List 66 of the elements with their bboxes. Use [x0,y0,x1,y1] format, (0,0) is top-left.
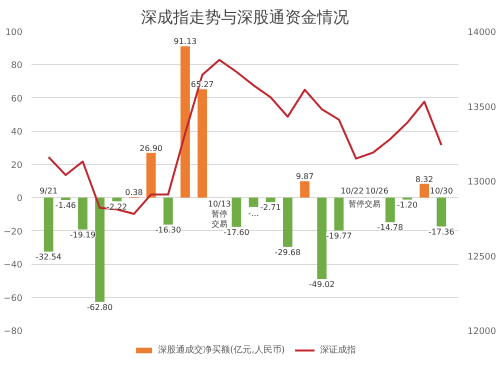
x-tick-label: 10/30 [430,186,453,196]
bar [180,46,190,198]
legend-label: 深证成指 [320,344,356,356]
bar [300,181,310,198]
bar [163,198,173,225]
data-label: -17.36 [428,227,454,236]
data-label: 9.87 [296,172,314,182]
legend-label: 深股通成交净买额(亿元,人民币) [158,344,285,356]
x-tick-label: 9/21 [40,186,58,196]
y-tick-label: −40 [4,260,23,271]
annotation: 暂停交易 [348,200,381,209]
data-label: -1.46 [55,201,76,210]
data-label: -14.78 [377,223,404,232]
bar [232,198,242,227]
bar [334,198,344,230]
data-label: -19.19 [70,230,96,240]
bar [317,198,327,280]
y-tick-label: 60 [11,94,23,104]
y2-tick-label: 12000 [468,327,496,337]
data-label: -2.71 [260,203,281,212]
bar [283,198,292,247]
data-label: -62.80 [86,302,113,312]
annotation: 暂停 [211,210,228,219]
annotation: 交易 [211,220,228,229]
y2-tick-label: 12500 [468,252,496,262]
y-tick-label: 40 [11,128,23,138]
x-tick-label: 10/26 [365,186,388,196]
bar [95,198,105,302]
y-tick-label: 80 [11,61,23,72]
data-label: 91.13 [174,37,197,46]
y-tick-label: 0 [16,194,23,204]
bar [248,198,258,207]
data-label: -1.20 [396,200,418,210]
y-tick-label: 20 [11,160,23,171]
bar [420,184,430,198]
data-label: -16.30 [155,226,182,235]
bar [146,152,156,198]
data-label: 0.38 [125,188,143,197]
bar [60,198,70,200]
y-tick-label: 100 [5,28,23,38]
bar [436,198,446,226]
y2-tick-label: 13000 [468,178,496,188]
data-label: -19.77 [326,231,352,240]
chart-title: 深成指走势与深股通资金情况 [141,8,349,26]
bar [112,198,122,202]
y2-tick-label: 13500 [468,102,496,113]
bar [385,198,395,222]
data-label: -17.60 [224,228,250,237]
data-label: -… [248,208,259,218]
bar [44,198,54,252]
x-tick-label: 10/22 [340,186,364,196]
y-tick-label: −60 [4,294,23,304]
data-label: -32.54 [36,252,62,262]
y2-tick-label: 14000 [468,28,496,38]
data-label: 26.90 [140,144,163,153]
bar [78,198,88,230]
data-label: -2.22 [106,202,128,212]
data-label: -49.02 [308,280,335,290]
y-tick-label: −20 [4,227,23,238]
bar [266,198,276,202]
data-label: 8.32 [415,174,434,184]
data-label: 65.27 [190,80,214,90]
y-tick-label: −80 [4,327,23,337]
data-label: -29.68 [274,248,301,257]
bar [198,89,207,198]
x-tick-label: 10/13 [208,200,231,209]
